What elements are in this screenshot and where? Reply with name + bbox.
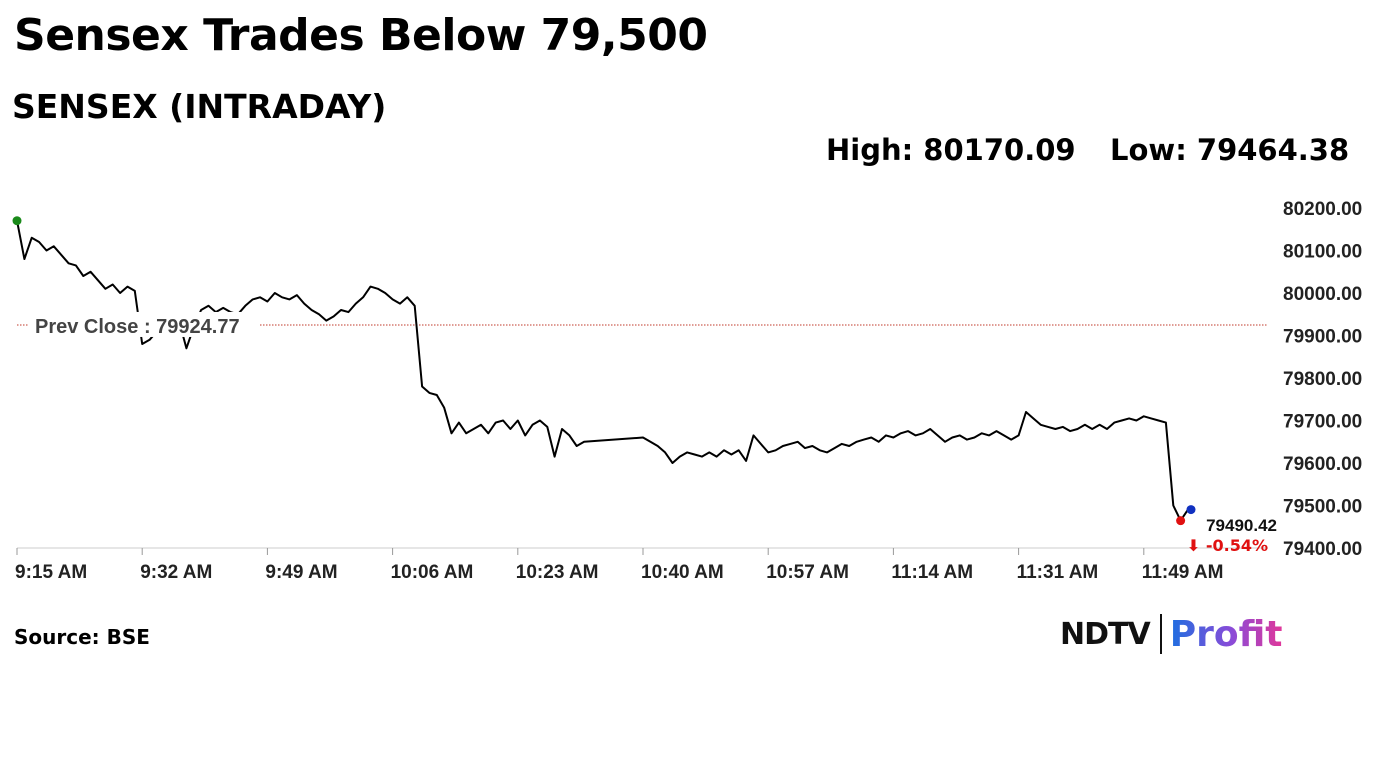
x-tick-label: 10:23 AM <box>516 562 599 583</box>
y-tick-label: 80100.00 <box>1283 242 1362 263</box>
x-tick-label: 11:49 AM <box>1142 562 1224 583</box>
prev-close-label-bg <box>28 311 260 337</box>
chart-subtitle: SENSEX (INTRADAY) <box>12 87 387 126</box>
y-tick-label: 79700.00 <box>1283 412 1362 433</box>
source-note: Source: BSE <box>14 625 150 649</box>
x-tick-label: 9:15 AM <box>15 562 87 583</box>
y-tick-label: 79800.00 <box>1283 369 1362 390</box>
sensex-price-line <box>16 220 1189 522</box>
y-tick-label: 79900.00 <box>1283 327 1362 348</box>
logo-ndtv-text: NDTV <box>1060 616 1151 652</box>
day-high: High: 80170.09 <box>826 133 1076 167</box>
x-tick-label: 10:06 AM <box>391 562 474 583</box>
low-marker <box>1176 516 1186 526</box>
x-tick-label: 10:57 AM <box>766 562 849 583</box>
y-tick-label: 79500.00 <box>1283 497 1362 518</box>
ndtv-profit-logo: NDTV Profit <box>1060 612 1282 656</box>
chart-title: Sensex Trades Below 79,500 <box>14 10 708 61</box>
x-tick-label: 11:31 AM <box>1017 562 1099 583</box>
x-tick-label: 11:14 AM <box>891 562 973 583</box>
x-tick-label: 9:49 AM <box>265 562 337 583</box>
change-percent-label: ⬇ -0.54% <box>1187 536 1268 555</box>
y-tick-label: 79400.00 <box>1283 539 1362 560</box>
logo-profit-text: Profit <box>1169 613 1283 655</box>
last-price-marker <box>1186 505 1196 515</box>
y-tick-label: 80200.00 <box>1283 199 1362 220</box>
prev-close-label: Prev Close : 79924.77 <box>35 316 240 338</box>
open-marker <box>12 216 22 226</box>
sensex-intraday-chart: 9:15 AM 9:32 AM 9:49 AM 10:06 AM 10:23 AM 10:… <box>12 199 1362 583</box>
logo-divider <box>1159 614 1162 654</box>
last-value-label: 79490.42 <box>1206 516 1277 535</box>
y-tick-label: 79600.00 <box>1283 454 1362 475</box>
day-low: Low: 79464.38 <box>1110 133 1350 167</box>
y-tick-label: 80000.00 <box>1283 284 1362 305</box>
x-tick-label: 9:32 AM <box>140 562 212 583</box>
x-tick-label: 10:40 AM <box>641 562 724 583</box>
